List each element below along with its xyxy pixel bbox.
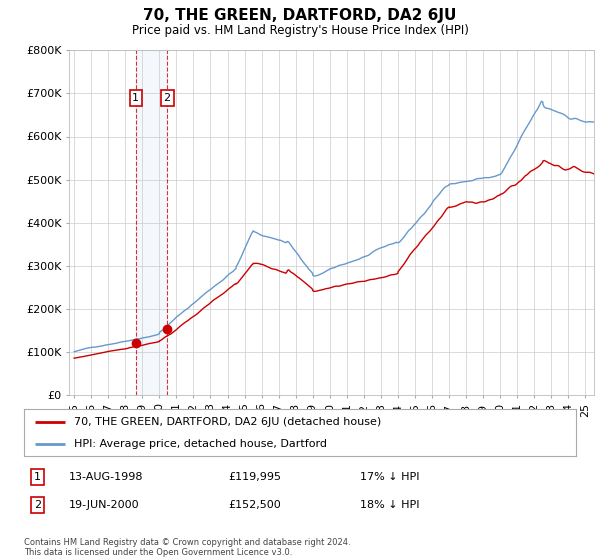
Text: 1: 1 [34, 472, 41, 482]
Text: £119,995: £119,995 [228, 472, 281, 482]
Text: 1: 1 [133, 93, 139, 102]
Text: 13-AUG-1998: 13-AUG-1998 [69, 472, 143, 482]
Text: 19-JUN-2000: 19-JUN-2000 [69, 500, 140, 510]
Text: 18% ↓ HPI: 18% ↓ HPI [360, 500, 419, 510]
Text: 17% ↓ HPI: 17% ↓ HPI [360, 472, 419, 482]
Text: Contains HM Land Registry data © Crown copyright and database right 2024.
This d: Contains HM Land Registry data © Crown c… [24, 538, 350, 557]
Text: Price paid vs. HM Land Registry's House Price Index (HPI): Price paid vs. HM Land Registry's House … [131, 24, 469, 36]
Text: 70, THE GREEN, DARTFORD, DA2 6JU (detached house): 70, THE GREEN, DARTFORD, DA2 6JU (detach… [74, 417, 381, 427]
Text: 70, THE GREEN, DARTFORD, DA2 6JU: 70, THE GREEN, DARTFORD, DA2 6JU [143, 8, 457, 24]
Text: 2: 2 [34, 500, 41, 510]
Text: 2: 2 [164, 93, 171, 102]
Bar [136, 50, 167, 395]
Text: HPI: Average price, detached house, Dartford: HPI: Average price, detached house, Dart… [74, 438, 326, 449]
Text: £152,500: £152,500 [228, 500, 281, 510]
